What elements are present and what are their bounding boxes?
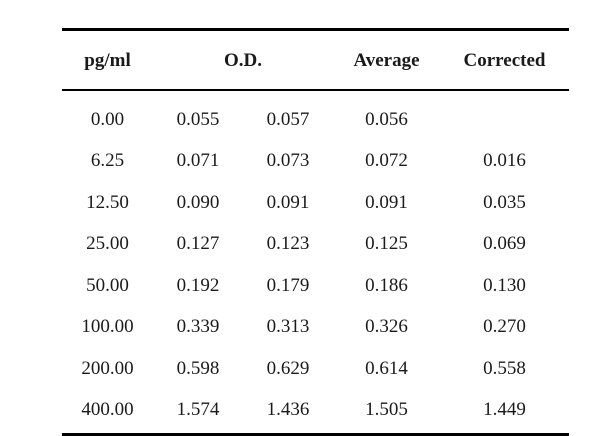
table-row: 50.00 0.192 0.179 0.186 0.130 [62,265,569,307]
cell-od-2: 0.179 [266,274,310,296]
header-od: O.D. [224,50,262,71]
cell-corrected: 1.449 [483,399,526,421]
table-row: 12.50 0.090 0.091 0.091 0.035 [62,182,569,224]
cell-od-2: 0.057 [266,108,310,130]
cell-od-2: 0.629 [266,357,310,379]
table-row: 400.00 1.574 1.436 1.505 1.449 [62,390,569,434]
cell-od-1: 0.339 [176,316,220,338]
cell-concentration: 100.00 [81,316,134,338]
header-concentration: pg/ml [84,50,131,71]
cell-average: 0.125 [365,233,408,255]
cell-corrected: 0.558 [483,357,526,379]
top-rule [62,28,569,31]
header-average: Average [353,50,420,71]
cell-corrected: 0.270 [483,316,526,338]
data-table: pg/ml O.D. Average Corrected 0.00 0.055 0.… [62,31,569,433]
header-rule-cell [62,89,569,91]
cell-od-1: 0.071 [176,150,220,172]
table-row: 100.00 0.339 0.313 0.326 0.270 [62,307,569,349]
cell-average: 0.091 [365,191,408,213]
table-header: pg/ml O.D. Average Corrected [62,31,569,91]
cell-od-1: 0.598 [176,357,220,379]
cell-average: 0.072 [365,150,408,172]
cell-average: 0.614 [365,357,408,379]
header-rule [62,89,569,91]
cell-concentration: 200.00 [81,357,134,379]
cell-average: 1.505 [365,399,408,421]
cell-od-2: 0.091 [266,191,310,213]
cell-concentration: 25.00 [86,233,129,255]
cell-concentration: 50.00 [86,274,129,296]
header-row: pg/ml O.D. Average Corrected [62,31,569,89]
cell-corrected: 0.130 [483,274,526,296]
cell-average: 0.326 [365,316,408,338]
table-row: 25.00 0.127 0.123 0.125 0.069 [62,224,569,266]
cell-corrected: 0.069 [483,233,526,255]
table-body: 0.00 0.055 0.057 0.056 6.25 0.071 0.073 0.072 0.… [62,91,569,433]
cell-od-2: 0.073 [266,150,310,172]
cell-od-2: 1.436 [266,399,310,421]
cell-od-1: 0.090 [176,191,220,213]
cell-concentration: 0.00 [90,108,125,130]
table-row: 6.25 0.071 0.073 0.072 0.016 [62,141,569,183]
cell-od-1: 0.127 [176,233,220,255]
cell-corrected [440,91,569,141]
standard-curve-table: pg/ml O.D. Average Corrected 0.00 0.055 0.… [62,28,569,436]
cell-concentration: 12.50 [86,191,129,213]
cell-corrected: 0.016 [483,150,526,172]
cell-average: 0.056 [365,108,408,130]
cell-od-1: 0.192 [176,274,220,296]
cell-od-2: 0.123 [266,233,310,255]
cell-concentration: 6.25 [90,150,125,172]
table-row: 0.00 0.055 0.057 0.056 [62,91,569,141]
header-corrected: Corrected [463,50,546,71]
cell-average: 0.186 [365,274,408,296]
table-row: 200.00 0.598 0.629 0.614 0.558 [62,348,569,390]
cell-od-1: 1.574 [176,399,220,421]
cell-od-1: 0.055 [176,108,220,130]
cell-concentration: 400.00 [81,399,134,421]
cell-od-2: 0.313 [266,316,310,338]
cell-corrected: 0.035 [483,191,526,213]
